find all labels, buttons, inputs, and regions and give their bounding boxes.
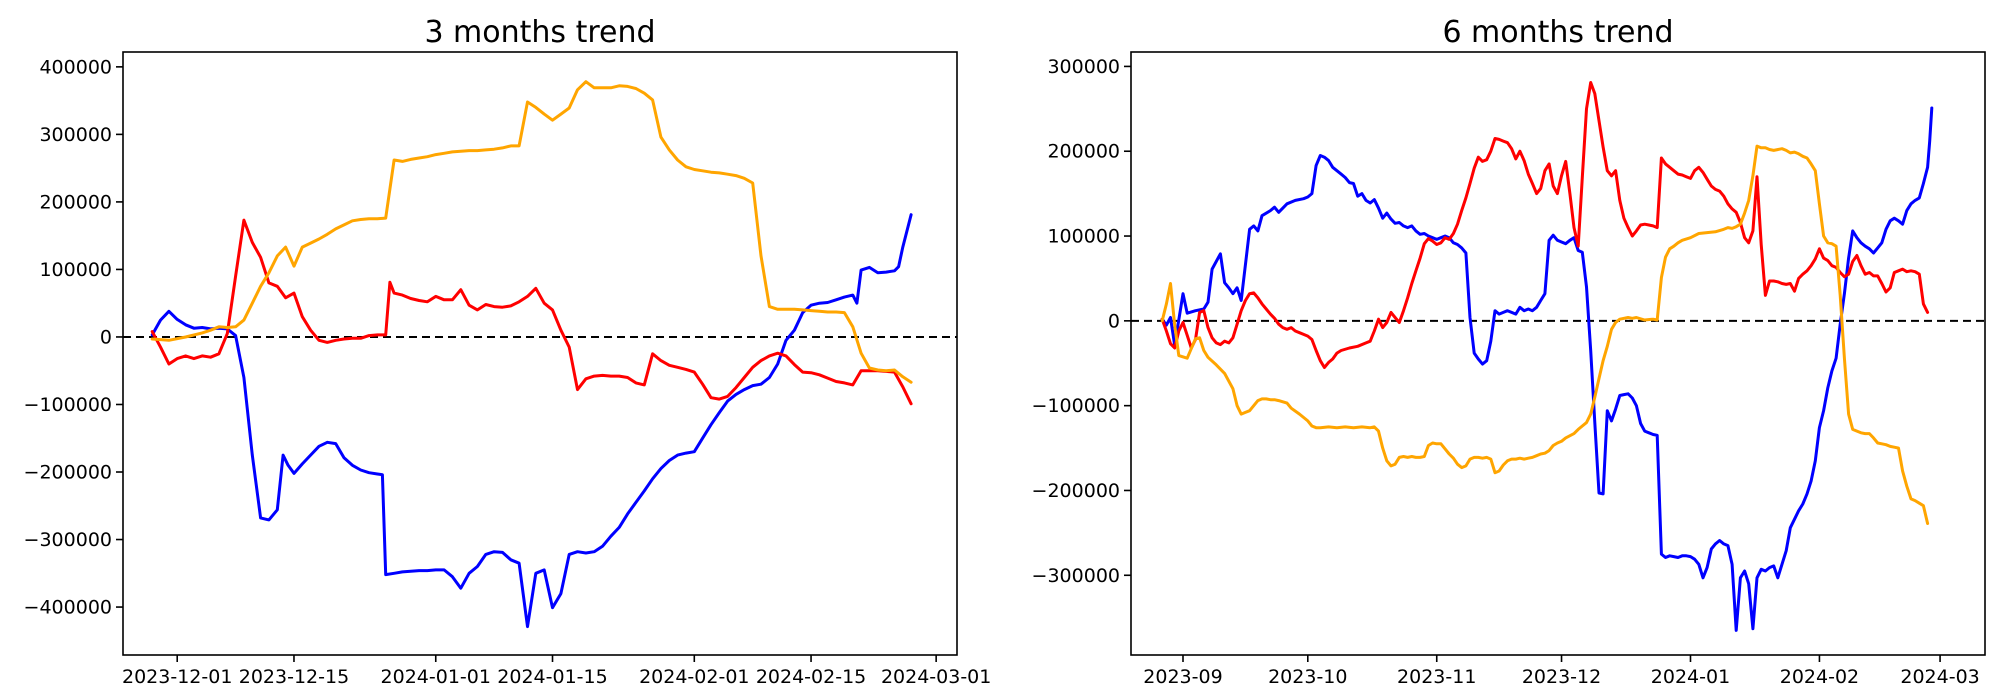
x-tick-label: 2023-10 xyxy=(1268,666,1347,688)
blue-series-line xyxy=(150,213,913,629)
x-tick-label: 2024-01-15 xyxy=(497,666,607,688)
y-tick-label: −200000 xyxy=(1032,480,1120,502)
right-chart-title: 6 months trend xyxy=(1442,15,1673,50)
x-tick-label: 2023-12-15 xyxy=(239,666,349,688)
y-tick-label: −300000 xyxy=(24,529,112,551)
y-tick-label: −100000 xyxy=(1032,395,1120,417)
y-tick-label: −200000 xyxy=(24,462,112,484)
y-tick-label: −100000 xyxy=(24,394,112,416)
y-tick-label: 0 xyxy=(100,326,112,348)
y-tick-label: −400000 xyxy=(24,597,112,619)
x-tick-label: 2024-02-15 xyxy=(756,666,866,688)
orange-series-line xyxy=(1160,144,1930,525)
y-tick-label: 0 xyxy=(1108,310,1120,332)
plot-border xyxy=(122,51,958,656)
x-tick-label: 2023-09 xyxy=(1143,666,1222,688)
plot-border xyxy=(1130,51,1986,656)
y-tick-label: 100000 xyxy=(1047,226,1120,248)
x-tick-label: 2023-11 xyxy=(1397,666,1476,688)
x-tick-label: 2024-01 xyxy=(1651,666,1730,688)
left-chart-title: 3 months trend xyxy=(424,15,655,50)
y-tick-label: 200000 xyxy=(39,191,112,213)
left-chart-plot: 400000 300000 200000 100000 0 −100000 −200000 −… xyxy=(24,51,991,688)
y-tick-label: 400000 xyxy=(39,56,112,78)
y-tick-label: 300000 xyxy=(1047,56,1120,78)
y-tick-label: 100000 xyxy=(39,259,112,281)
y-tick-label: 300000 xyxy=(39,124,112,146)
x-tick-label: 2024-02 xyxy=(1780,666,1859,688)
x-tick-label: 2024-03 xyxy=(1900,666,1979,688)
x-tick-label: 2024-01-01 xyxy=(381,666,491,688)
orange-series-line xyxy=(150,80,913,384)
x-tick-label: 2024-03-01 xyxy=(881,666,991,688)
x-tick-label: 2024-02-01 xyxy=(639,666,749,688)
red-series-line xyxy=(1160,81,1930,369)
right-chart-plot: 300000 200000 100000 0 −100000 −200000 −300000… xyxy=(1032,51,1986,688)
x-tick-label: 2023-12-01 xyxy=(122,666,232,688)
x-tick-label: 2023-12 xyxy=(1522,666,1601,688)
y-tick-label: 200000 xyxy=(1047,141,1120,163)
y-tick-label: −300000 xyxy=(1032,565,1120,587)
blue-series-line xyxy=(1160,106,1934,632)
red-series-line xyxy=(150,218,913,406)
